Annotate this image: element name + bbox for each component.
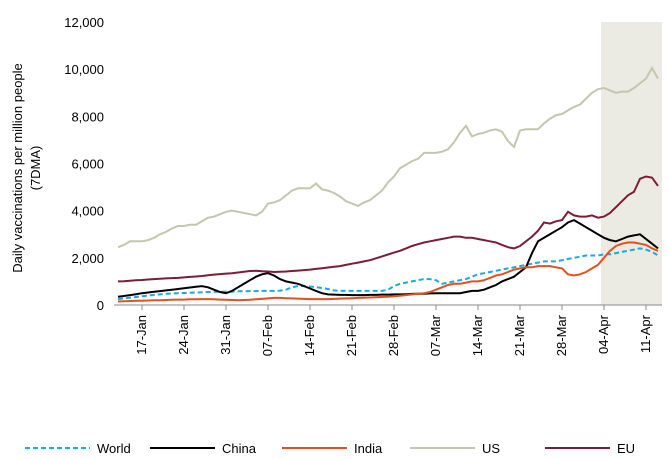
legend-label: World — [97, 441, 131, 456]
y-tick-label: 4,000 — [71, 204, 104, 219]
legend-label: US — [482, 441, 500, 456]
legend-label: EU — [617, 441, 635, 456]
y-tick-label: 12,000 — [64, 15, 104, 30]
y-axis-label: (7DMA) — [28, 146, 43, 191]
series-line — [117, 241, 659, 303]
series-line — [117, 175, 659, 283]
x-tick-label: 07-Mar — [428, 314, 443, 356]
y-tick-label: 2,000 — [71, 251, 104, 266]
x-tick-label: 21-Feb — [344, 315, 359, 356]
x-tick-label: 21-Mar — [512, 314, 527, 356]
legend-label: India — [354, 441, 383, 456]
y-tick-label: 10,000 — [64, 62, 104, 77]
shaded-region — [601, 22, 662, 305]
series-line — [117, 218, 659, 298]
x-tick-label: 28-Mar — [554, 314, 569, 356]
x-tick-label: 24-Jan — [176, 315, 191, 355]
legend-label: China — [222, 441, 257, 456]
x-tick-label: 04-Apr — [596, 314, 611, 354]
x-tick-label: 28-Feb — [386, 315, 401, 356]
y-tick-label: 8,000 — [71, 109, 104, 124]
x-tick-label: 11-Apr — [638, 314, 653, 353]
y-tick-label: 6,000 — [71, 157, 104, 172]
x-tick-label: 14-Feb — [302, 315, 317, 356]
x-tick-label: 31-Jan — [218, 315, 233, 355]
x-tick-label: 14-Mar — [470, 314, 485, 356]
x-tick-label: 07-Feb — [260, 315, 275, 356]
series-line — [117, 65, 659, 249]
y-axis-label: Daily vaccinations per million people — [10, 63, 25, 273]
series-line — [117, 247, 659, 301]
x-tick-label: 17-Jan — [134, 315, 149, 355]
y-tick-label: 0 — [97, 298, 104, 313]
